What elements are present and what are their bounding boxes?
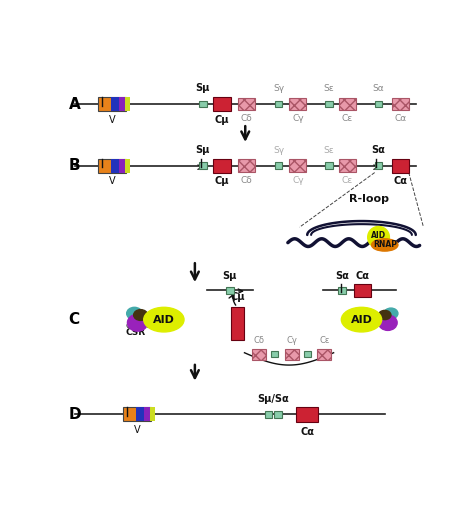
Ellipse shape [134,309,147,320]
FancyBboxPatch shape [111,97,119,111]
Text: Sα: Sα [373,84,384,93]
Ellipse shape [384,308,398,319]
Text: Cμ: Cμ [230,292,245,302]
FancyBboxPatch shape [271,351,278,357]
Text: Sγ: Sγ [273,84,284,93]
Text: Cγ: Cγ [292,176,304,185]
Text: Cε: Cε [342,114,353,123]
Ellipse shape [144,307,184,332]
Text: V: V [134,425,140,435]
Text: AID: AID [371,231,386,240]
Text: Cγ: Cγ [286,336,297,345]
Text: D: D [69,407,81,422]
Text: Cα: Cα [394,114,406,123]
Text: RNAP: RNAP [373,241,397,249]
Ellipse shape [127,307,142,320]
FancyBboxPatch shape [199,101,207,107]
Text: Cδ: Cδ [240,176,252,185]
Text: Cε: Cε [319,336,329,345]
FancyBboxPatch shape [136,408,144,421]
FancyBboxPatch shape [275,101,283,107]
FancyBboxPatch shape [98,97,126,111]
FancyBboxPatch shape [392,159,409,173]
Text: Cδ: Cδ [240,114,252,123]
Text: Sγ: Sγ [273,146,284,155]
Text: C: C [69,312,80,327]
FancyBboxPatch shape [339,159,356,172]
Text: Cμ: Cμ [215,115,229,125]
Text: AID: AID [351,315,373,325]
FancyBboxPatch shape [296,407,318,422]
FancyBboxPatch shape [274,411,282,418]
Text: V: V [109,115,115,125]
FancyBboxPatch shape [338,287,346,294]
FancyBboxPatch shape [290,98,307,110]
FancyBboxPatch shape [354,284,371,297]
FancyBboxPatch shape [119,97,125,111]
FancyBboxPatch shape [111,159,119,173]
Ellipse shape [128,314,147,331]
Text: Cε: Cε [342,176,353,185]
Ellipse shape [372,239,398,251]
FancyBboxPatch shape [275,162,283,169]
Text: co-factors: co-factors [125,321,167,331]
Text: Sμ: Sμ [195,83,210,93]
FancyBboxPatch shape [230,307,245,340]
FancyBboxPatch shape [98,159,126,173]
Text: Cα: Cα [300,427,314,437]
Text: Sμ/Sα: Sμ/Sα [257,394,289,403]
Text: R-loop: R-loop [349,194,389,204]
Text: Sμ: Sμ [195,145,210,155]
Text: Sε: Sε [324,84,334,93]
FancyBboxPatch shape [150,408,155,421]
FancyBboxPatch shape [237,98,255,110]
FancyBboxPatch shape [125,97,130,111]
FancyBboxPatch shape [213,97,230,111]
Text: Sα: Sα [372,145,385,155]
Text: Cα: Cα [356,271,369,281]
FancyBboxPatch shape [213,159,230,173]
FancyBboxPatch shape [374,101,383,107]
Ellipse shape [379,310,391,320]
FancyBboxPatch shape [325,162,333,169]
FancyBboxPatch shape [226,287,234,294]
FancyBboxPatch shape [285,348,299,360]
FancyBboxPatch shape [199,162,207,169]
Text: A: A [69,97,80,112]
FancyBboxPatch shape [339,98,356,110]
FancyBboxPatch shape [144,408,150,421]
FancyBboxPatch shape [252,348,266,360]
Text: Cα: Cα [393,176,407,187]
Text: Cμ: Cμ [215,176,229,187]
Text: AID: AID [153,315,175,325]
Ellipse shape [341,307,382,332]
Text: CSR: CSR [125,327,145,337]
FancyBboxPatch shape [317,348,331,360]
FancyBboxPatch shape [123,408,151,421]
FancyBboxPatch shape [325,101,333,107]
Circle shape [368,227,390,248]
Text: Cγ: Cγ [292,114,304,123]
Text: Sε: Sε [324,146,334,155]
FancyBboxPatch shape [392,98,409,110]
FancyBboxPatch shape [237,159,255,172]
Text: B: B [69,158,80,173]
Text: Sα: Sα [335,271,349,281]
FancyBboxPatch shape [374,162,383,169]
Text: Cδ: Cδ [254,336,264,345]
FancyBboxPatch shape [119,159,125,173]
Ellipse shape [379,315,397,331]
FancyBboxPatch shape [304,351,311,357]
Text: V: V [109,176,115,187]
FancyBboxPatch shape [290,159,307,172]
FancyBboxPatch shape [125,159,130,173]
FancyBboxPatch shape [264,411,273,418]
Text: Sμ: Sμ [223,271,237,281]
